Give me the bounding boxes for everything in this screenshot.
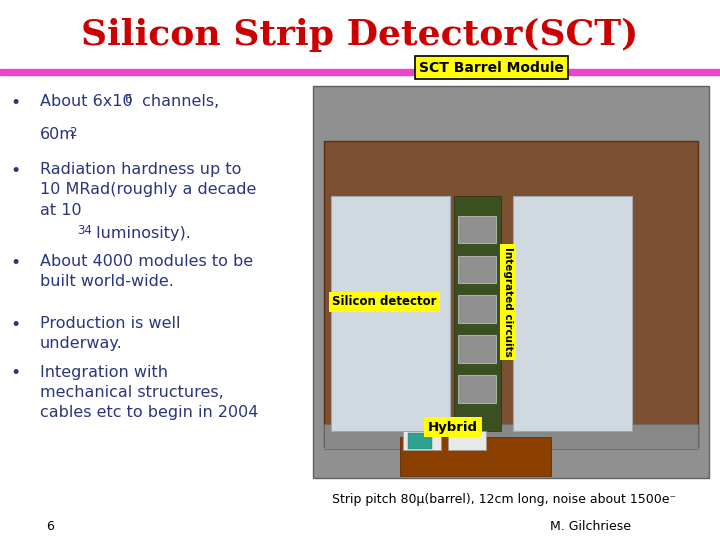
Bar xyxy=(459,215,496,243)
Text: M. Gilchriese: M. Gilchriese xyxy=(550,520,631,533)
Bar xyxy=(454,196,501,431)
Bar xyxy=(331,196,450,431)
Text: luminosity).: luminosity). xyxy=(91,226,192,241)
Bar xyxy=(459,295,496,323)
Text: About 4000 modules to be
built world-wide.: About 4000 modules to be built world-wid… xyxy=(40,254,253,289)
Bar xyxy=(408,433,432,449)
Bar xyxy=(324,424,698,449)
Bar xyxy=(513,196,632,431)
Bar xyxy=(449,431,486,450)
Text: About 6x10: About 6x10 xyxy=(40,94,132,110)
Bar xyxy=(0,69,720,75)
Text: channels,: channels, xyxy=(137,94,219,110)
Text: Hybrid: Hybrid xyxy=(428,421,478,434)
Text: •: • xyxy=(11,364,21,382)
Text: 6: 6 xyxy=(47,520,54,533)
Bar xyxy=(459,375,496,403)
Text: Strip pitch 80μ(barrel), 12cm long, noise about 1500e⁻: Strip pitch 80μ(barrel), 12cm long, nois… xyxy=(332,493,676,506)
Text: Production is well
underway.: Production is well underway. xyxy=(40,316,180,352)
Text: •: • xyxy=(11,316,21,334)
Text: Radiation hardness up to
10 MRad(roughly a decade
at 10: Radiation hardness up to 10 MRad(roughly… xyxy=(40,162,256,218)
Bar xyxy=(459,255,496,283)
Bar xyxy=(313,86,709,478)
Text: •: • xyxy=(11,162,21,180)
Text: Integration with
mechanical structures,
cables etc to begin in 2004: Integration with mechanical structures, … xyxy=(40,364,258,420)
Text: •: • xyxy=(11,254,21,272)
Text: 2: 2 xyxy=(69,126,76,139)
Text: 6: 6 xyxy=(125,93,132,106)
Bar xyxy=(324,141,698,447)
Bar xyxy=(403,431,441,450)
Bar xyxy=(459,335,496,363)
Text: 34: 34 xyxy=(77,224,92,237)
Bar xyxy=(400,437,551,476)
Text: •: • xyxy=(11,94,21,112)
Text: Silicon detector: Silicon detector xyxy=(333,295,437,308)
Text: SCT Barrel Module: SCT Barrel Module xyxy=(419,60,564,75)
Text: Silicon Strip Detector(SCT): Silicon Strip Detector(SCT) xyxy=(81,18,639,52)
Text: 60m: 60m xyxy=(40,127,76,142)
Text: Integrated circuits: Integrated circuits xyxy=(503,247,513,356)
